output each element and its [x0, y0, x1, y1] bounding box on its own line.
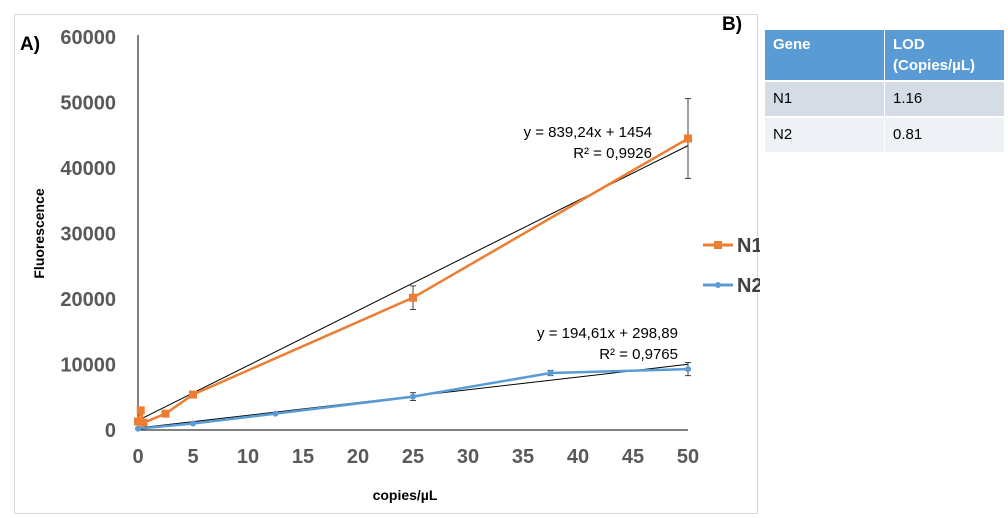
- table-row: N2 0.81: [765, 117, 1005, 154]
- data-point-n2: [547, 370, 554, 377]
- panel-a-label: A): [20, 34, 41, 55]
- data-point-n2: [135, 425, 141, 432]
- y-tick-label: 20000: [60, 289, 116, 311]
- legend-marker-n2: [715, 282, 721, 288]
- chart-frame: [14, 14, 758, 514]
- data-point-n1: [134, 417, 142, 426]
- y-tick-label: 50000: [60, 93, 116, 115]
- trendline-r2: R² = 0,9926: [573, 145, 652, 162]
- lod-cell-value: 0.81: [884, 117, 1005, 154]
- x-tick-label: 40: [567, 446, 589, 468]
- panel-b-label: B): [722, 14, 743, 35]
- x-tick-label: 25: [402, 446, 424, 468]
- x-tick-label: 45: [622, 446, 644, 468]
- table-row: N1 1.16: [765, 81, 1005, 118]
- lod-header-gene: Gene: [765, 30, 885, 82]
- x-tick-label: 0: [132, 446, 143, 468]
- x-tick-label: 10: [237, 446, 259, 468]
- data-point-n2: [685, 366, 691, 373]
- x-tick-label: 20: [347, 446, 369, 468]
- lod-cell-gene: N2: [765, 117, 885, 154]
- x-tick-label: 5: [187, 446, 198, 468]
- x-tick-label: 35: [512, 446, 534, 468]
- y-tick-label: 10000: [60, 355, 116, 377]
- data-point-n1: [139, 418, 148, 427]
- y-tick-label: 60000: [60, 27, 116, 49]
- series-line-n2: [137, 367, 689, 430]
- x-tick-label: 50: [677, 446, 699, 468]
- legend-label-n1: N1: [737, 235, 760, 257]
- lod-header-lod: LOD (Copies/µL): [884, 30, 1005, 82]
- lod-cell-value: 1.16: [884, 81, 1005, 118]
- legend-label-n2: N2: [737, 275, 760, 297]
- data-point-n2: [190, 420, 196, 427]
- legend-marker-n1: [714, 241, 722, 249]
- lod-table-header-row: Gene LOD (Copies/µL): [765, 30, 1005, 82]
- lod-cell-gene: N1: [765, 81, 885, 118]
- lod-header-lod-line1: LOD: [893, 36, 925, 53]
- data-point-n1: [136, 406, 145, 415]
- y-tick-label: 0: [105, 420, 116, 442]
- trendline-equation: y = 839,24x + 1454: [524, 124, 652, 141]
- x-axis-title: copies/µL: [373, 487, 438, 503]
- x-tick-label: 15: [292, 446, 314, 468]
- data-point-n2: [410, 393, 416, 400]
- data-point-n1: [161, 409, 170, 418]
- y-axis-title: Fluorescence: [31, 188, 47, 278]
- data-point-n2: [272, 410, 279, 417]
- y-tick-label: 40000: [60, 158, 116, 180]
- fluorescence-chart: 0 10000 20000 30000 40000 50000 60000 0 5 10 15 20 2…: [31, 27, 760, 503]
- trendline-equation: y = 194,61x + 298,89: [537, 325, 678, 342]
- data-point-n1: [409, 293, 417, 302]
- trendline-r2: R² = 0,9765: [599, 346, 678, 363]
- y-tick-label: 30000: [60, 224, 116, 246]
- data-point-n1: [684, 134, 692, 143]
- x-tick-label: 30: [457, 446, 479, 468]
- lod-table: Gene LOD (Copies/µL) N1 1.16 N2 0.81: [765, 30, 1005, 154]
- lod-header-lod-line2: (Copies/µL): [893, 57, 975, 74]
- data-point-n1: [189, 390, 197, 399]
- series-line-n1: [136, 137, 689, 425]
